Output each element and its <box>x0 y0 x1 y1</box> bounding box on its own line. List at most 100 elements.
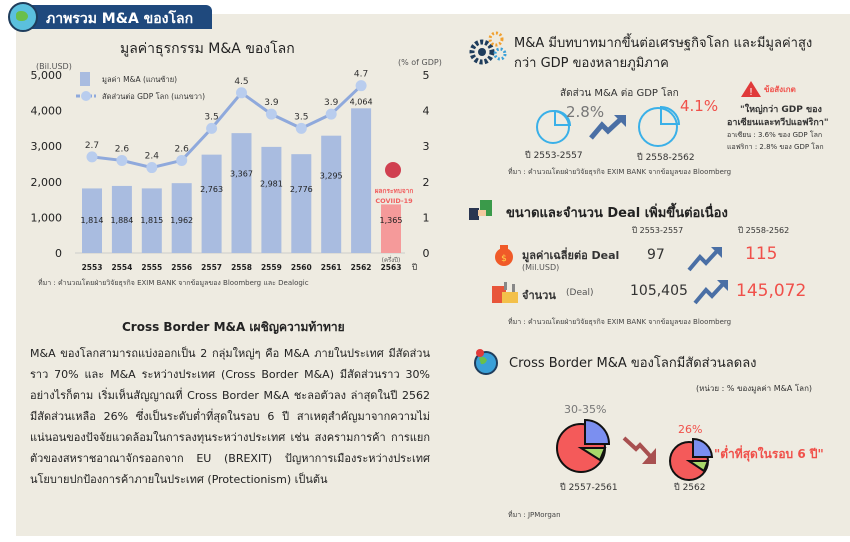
gdp-share-label: 3.5 <box>294 112 308 122</box>
x-tick-label: 2563 <box>381 263 402 272</box>
note-quote-1: "ใหญ่กว่า GDP ของ <box>740 105 822 115</box>
gdp-p2-label: ปี 2558-2562 <box>637 153 695 163</box>
gdp-share-label: 4.7 <box>354 70 368 80</box>
gdp-share-line <box>91 84 363 170</box>
bar-value-label: 2,981 <box>260 180 283 189</box>
article-body: M&A ของโลกสามารถแบ่งออกเป็น 2 กลุ่มใหญ่ๆ… <box>30 347 430 486</box>
x-tick-note: (ครึ่งปี) <box>382 256 401 264</box>
gdp-share-label: 3.5 <box>204 112 218 122</box>
pie-chart-icon <box>669 437 714 481</box>
bar-value-label: 1,815 <box>140 216 163 225</box>
right-tick-label: 4 <box>423 105 430 118</box>
deal-col2: ปี 2558-2562 <box>738 226 790 235</box>
legend-line-label: สัดส่วนต่อ GDP โลก (แกนขวา) <box>102 92 205 101</box>
left-tick-label: 5,000 <box>31 69 63 82</box>
chart-title: มูลค่าธุรกรรม M&A ของโลก <box>120 41 295 57</box>
deal-source: ที่มา : คำนวณโดยฝ่ายวิจัยธุรกิจ EXIM BAN… <box>508 318 732 326</box>
note-line-1: อาเซียน : 3.6% ของ GDP โลก <box>727 131 823 139</box>
deal-row2-label: จำนวน <box>522 289 556 302</box>
deal-row2-v2: 145,072 <box>736 281 807 301</box>
bar-value-label: 4,064 <box>350 97 373 106</box>
pie-chart-icon <box>556 418 611 473</box>
bar <box>231 133 252 253</box>
trend-up-icon <box>687 247 722 272</box>
x-axis-label: ปี <box>411 263 417 272</box>
legend-bar-swatch <box>80 72 90 86</box>
x-tick-label: 2556 <box>171 263 192 272</box>
factory-icon <box>492 282 518 303</box>
svg-text:$: $ <box>501 254 507 264</box>
gdp-p1-label: ปี 2553-2557 <box>525 151 583 161</box>
deal-col1: ปี 2553-2557 <box>632 226 684 235</box>
trend-down-icon <box>622 436 656 464</box>
left-tick-label: 2,000 <box>31 176 63 189</box>
gdp-title-2: กว่า GDP ของหลายภูมิภาค <box>514 56 669 71</box>
header-title: ภาพรวม M&A ของโลก <box>46 11 194 27</box>
cross-source: ที่มา : JPMorgan <box>508 511 561 519</box>
cross-p2-label: ปี 2562 <box>674 483 706 493</box>
x-tick-label: 2561 <box>321 263 342 272</box>
cross-unit: (หน่วย : % ของมูลค่า M&A โลก) <box>696 384 813 393</box>
gdp-share-point <box>325 108 337 120</box>
bar-value-label: 3,295 <box>320 172 343 181</box>
bar <box>351 108 372 254</box>
covid-annotation-line2: COVIID-19 <box>375 197 413 205</box>
cross-quote: "ต่ำที่สุดในรอบ 6 ปี" <box>714 447 824 461</box>
x-tick-label: 2559 <box>261 263 282 272</box>
bar-value-label: 1,962 <box>170 216 193 225</box>
gdp-share-point <box>265 108 277 120</box>
gdp-share-label: 2.6 <box>175 144 190 154</box>
gdp-share-label: 3.9 <box>264 98 279 108</box>
gdp-share-point <box>236 87 247 99</box>
bar <box>82 188 102 253</box>
x-tick-label: 2555 <box>141 263 162 272</box>
gdp-share-point <box>86 151 98 163</box>
gdp-title-1: M&A มีบทบาทมากขึ้นต่อเศรษฐกิจโลก และมีมู… <box>514 36 813 51</box>
left-tick-label: 0 <box>55 247 62 260</box>
gdp-share-point <box>206 122 218 134</box>
bar <box>381 204 401 253</box>
legend-line-marker <box>81 91 91 101</box>
x-tick-label: 2560 <box>291 263 312 272</box>
bar-value-label: 2,763 <box>200 185 223 194</box>
cross-p1-label: ปี 2557-2561 <box>560 483 618 493</box>
x-tick-label: 2558 <box>231 263 252 272</box>
deal-row1-unit: (Mil.USD) <box>522 263 560 272</box>
bar-value-label: 3,367 <box>230 170 253 179</box>
legend-bar-label: มูลค่า M&A (แกนซ้าย) <box>102 75 177 84</box>
deal-row2-unit: (Deal) <box>566 288 594 298</box>
cross-title: Cross Border M&A ของโลกมีสัดส่วนลดลง <box>509 356 757 371</box>
right-tick-label: 0 <box>423 247 430 260</box>
pie-icon <box>638 105 681 147</box>
infographic-panel <box>16 14 850 536</box>
covid-annotation-line1: ผลกระทบจาก <box>375 187 414 195</box>
left-tick-label: 1,000 <box>31 211 63 224</box>
note-quote-2: อาเซียนและทวีปแอฟริกา" <box>727 118 829 128</box>
ma-chart: 0 1,000 2,000 3,000 4,000 5,000 0 1 2 3 4 5 1,814 255… <box>31 69 430 272</box>
article-title: Cross Border M&A เผชิญความท้าทาย <box>122 320 345 334</box>
cross-p1-value: 30-35% <box>564 403 607 416</box>
gdp-share-point <box>295 122 307 134</box>
globe-pin-icon <box>474 349 498 375</box>
right-tick-label: 2 <box>423 176 430 189</box>
bar <box>261 146 282 253</box>
svg-text:!: ! <box>749 87 753 98</box>
gdp-share-label: 4.5 <box>234 77 248 87</box>
left-tick-label: 4,000 <box>31 105 63 118</box>
gdp-share-label: 2.7 <box>85 141 99 151</box>
x-tick-label: 2553 <box>82 263 103 272</box>
gdp-share-label: 3.9 <box>324 98 339 108</box>
gdp-p2-value: 4.1% <box>680 97 719 115</box>
bar-value-label: 1,814 <box>81 216 104 225</box>
bar <box>291 154 312 253</box>
right-tick-label: 1 <box>423 211 430 224</box>
globe-icon <box>8 2 38 32</box>
gdp-subtitle: สัดส่วน M&A ต่อ GDP โลก <box>560 88 679 99</box>
x-tick-label: 2554 <box>111 263 132 272</box>
chart-source: ที่มา : คำนวณโดยฝ่ายวิจัยธุรกิจ EXIM BAN… <box>38 279 309 287</box>
bar <box>321 135 342 253</box>
gdp-source: ที่มา : คำนวณโดยฝ่ายวิจัยธุรกิจ EXIM BAN… <box>508 168 732 176</box>
deal-title: ขนาดและจำนวน Deal เพิ่มขึ้นต่อเนื่อง <box>506 206 728 221</box>
x-tick-label: 2557 <box>201 263 222 272</box>
money-hand-icon <box>469 200 492 220</box>
